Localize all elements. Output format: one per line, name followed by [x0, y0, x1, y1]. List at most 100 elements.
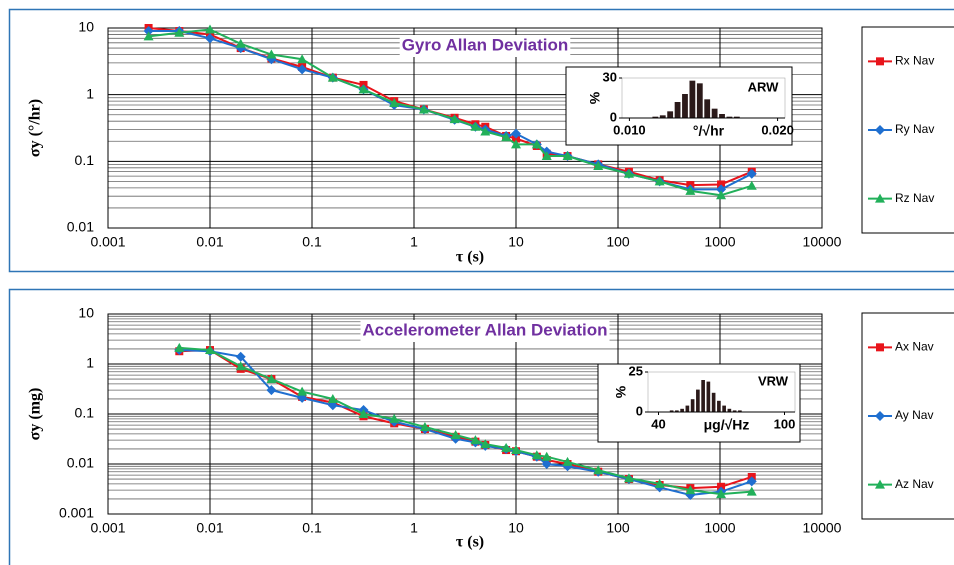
y-tick-label: 1: [86, 85, 94, 101]
marker: [480, 439, 491, 449]
x-tick-label: 0.01: [196, 234, 223, 250]
marker: [623, 473, 634, 483]
marker: [419, 421, 430, 431]
histogram-bar: [701, 380, 705, 412]
x-axis-label: μg/√Hz: [704, 417, 750, 433]
marker: [685, 185, 696, 195]
histogram-bar: [690, 399, 695, 412]
marker: [449, 114, 460, 124]
marker: [562, 151, 573, 161]
legend: Rx Nav Ry Nav Rz Nav: [861, 26, 954, 234]
marker: [389, 413, 400, 423]
marker: [450, 430, 461, 440]
inset-title: VRW: [758, 373, 789, 388]
marker: [875, 479, 885, 489]
histogram-bar: [680, 408, 684, 412]
marker: [716, 184, 727, 195]
histogram-bar: [696, 83, 703, 118]
marker: [746, 486, 757, 496]
title-background: [399, 35, 571, 57]
panel-frame: [8, 8, 954, 273]
y-axis-label: %: [587, 91, 603, 104]
marker: [470, 435, 481, 445]
y-axis-label: σy (°/hr): [27, 99, 44, 157]
histogram-bar: [726, 116, 733, 118]
marker: [266, 49, 277, 59]
histogram-bar: [674, 102, 681, 118]
marker: [531, 139, 542, 149]
marker: [235, 361, 246, 371]
legend-label: Rx Nav: [895, 54, 934, 68]
x-tick-label: 100: [774, 416, 796, 431]
series-line: [148, 28, 753, 197]
histogram-bar: [706, 381, 711, 412]
histogram-bar: [711, 108, 718, 118]
marker: [685, 485, 696, 495]
marker: [716, 489, 727, 499]
panel-frame: [8, 288, 954, 565]
inset-plot: [621, 77, 786, 119]
histogram-bar: [722, 405, 726, 412]
chart-title: Accelerometer Allan Deviation: [362, 320, 607, 339]
y-tick-label: 1: [86, 355, 94, 371]
y-tick-label: 0.001: [59, 505, 94, 521]
marker: [235, 351, 246, 362]
x-tick-label: 100: [606, 520, 630, 536]
x-tick-label: 1000: [704, 520, 735, 536]
histogram-bar: [689, 80, 696, 118]
x-tick-label: 0.1: [302, 520, 322, 536]
y-axis-label: %: [613, 385, 629, 398]
legend: Ax Nav Ay Nav Az Nav: [861, 312, 954, 520]
marker: [418, 104, 429, 114]
marker: [541, 151, 552, 161]
marker: [358, 409, 369, 418]
marker: [174, 27, 185, 37]
marker: [593, 161, 604, 171]
marker: [266, 374, 277, 384]
marker: [562, 456, 573, 466]
marker: [266, 385, 277, 396]
marker: [235, 38, 246, 48]
x-tick-label: 0.1: [302, 234, 322, 250]
marker: [297, 64, 308, 75]
y-tick-label: 10: [78, 19, 94, 35]
marker: [593, 465, 604, 475]
marker: [511, 139, 521, 149]
y-tick-label: 0: [636, 403, 643, 418]
marker: [205, 24, 215, 34]
marker: [876, 57, 884, 66]
y-tick-label: 10: [78, 305, 94, 321]
inset-title: ARW: [748, 79, 780, 94]
x-tick-label: 10000: [803, 520, 842, 536]
y-tick-label: 0.01: [67, 219, 94, 235]
marker: [205, 33, 215, 44]
histogram-bar: [711, 392, 716, 412]
histogram-bar: [682, 94, 688, 118]
x-tick-label: 0.010: [613, 122, 646, 137]
inset-plot: [647, 371, 796, 413]
histogram-bar: [733, 116, 740, 118]
histogram-bar: [685, 405, 690, 412]
marker: [541, 459, 552, 469]
legend-label: Ay Nav: [895, 408, 933, 422]
marker: [531, 450, 542, 460]
y-axis-label: σy (mg): [27, 388, 44, 441]
marker: [297, 54, 308, 64]
x-axis-label: °/√hr: [693, 123, 725, 139]
histogram-bar: [719, 114, 725, 118]
x-tick-label: 0.001: [90, 234, 125, 250]
marker: [327, 393, 338, 403]
marker: [876, 343, 884, 352]
marker: [875, 193, 885, 203]
marker: [541, 451, 552, 461]
marker: [623, 168, 634, 178]
histogram-bar: [727, 408, 732, 412]
marker: [205, 345, 215, 355]
marker: [358, 84, 369, 94]
marker: [654, 176, 665, 186]
marker: [470, 121, 481, 131]
x-tick-label: 10: [508, 520, 524, 536]
y-tick-label: 0.01: [67, 455, 94, 471]
marker: [746, 180, 757, 190]
